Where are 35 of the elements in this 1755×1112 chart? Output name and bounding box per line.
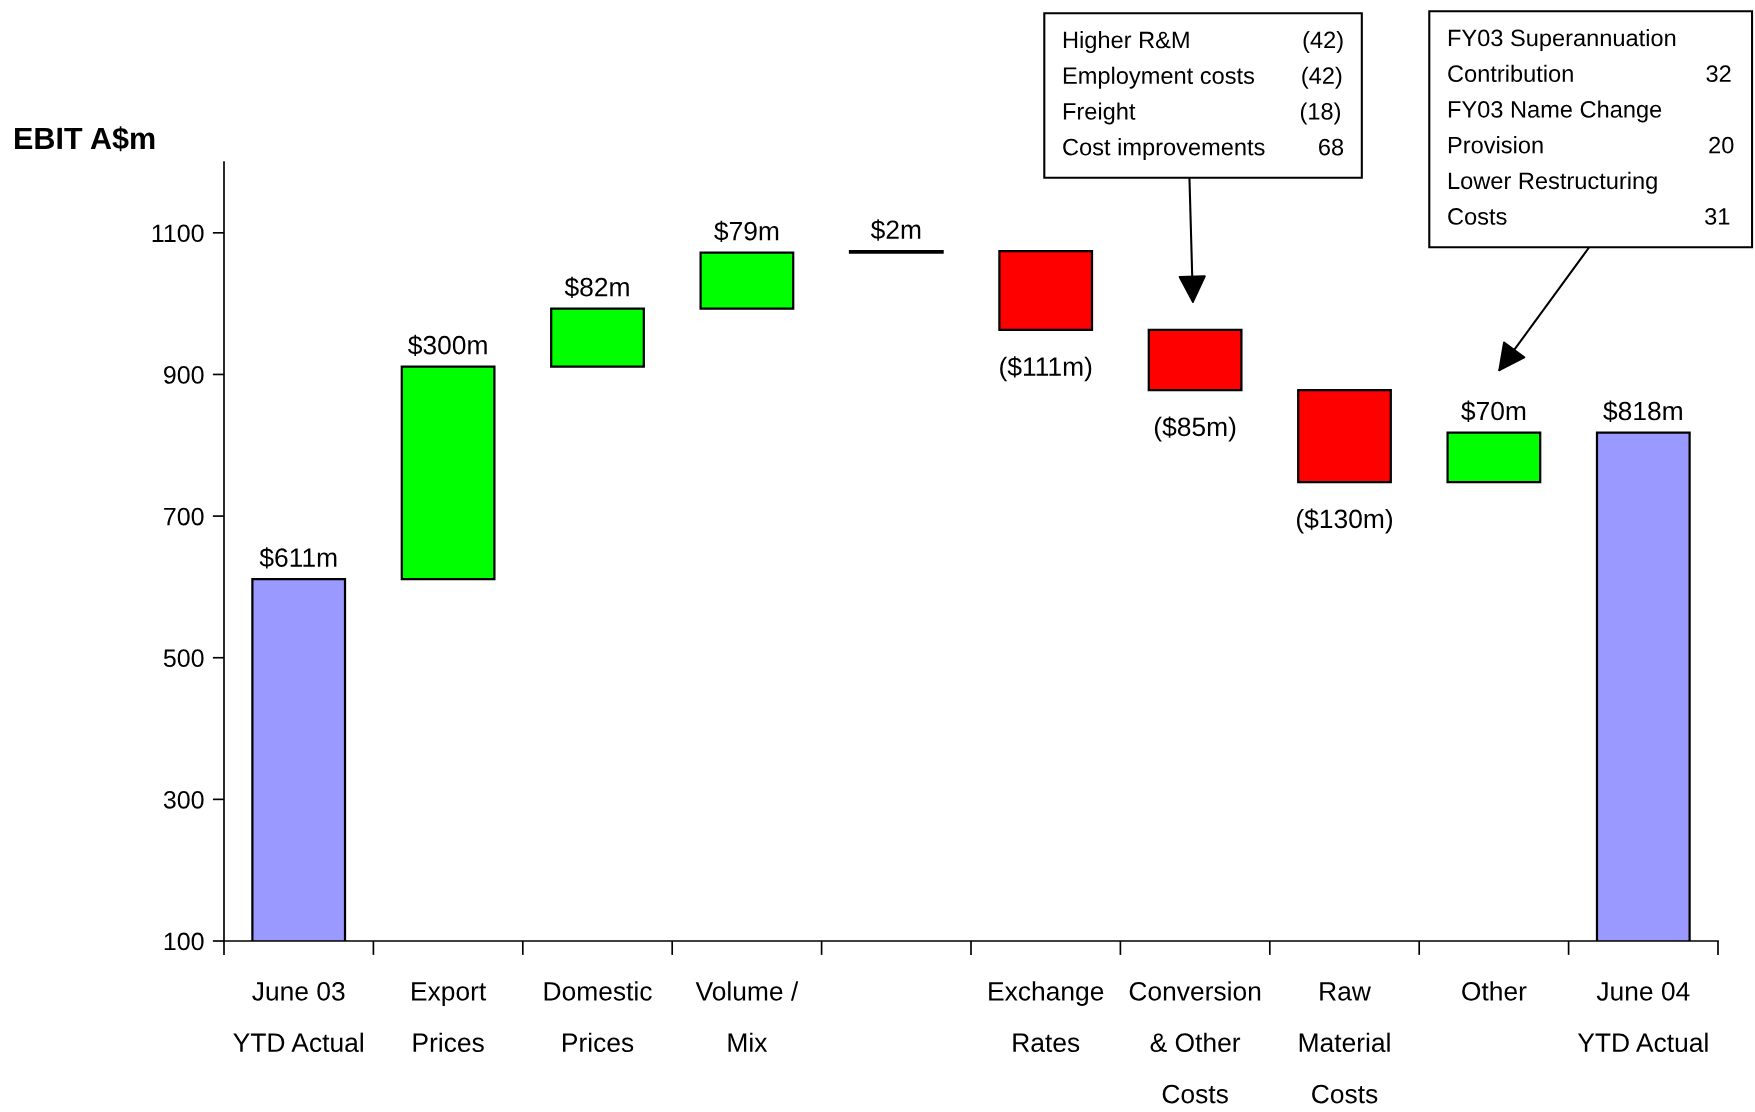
- y-tick-label: 300: [163, 790, 204, 809]
- y-tick-label: 900: [164, 366, 204, 384]
- data-label: $818m: [1603, 400, 1682, 422]
- x-tick-label: Other: [1462, 981, 1527, 1001]
- category-label: Domestic Prices: [544, 981, 652, 1053]
- y-tick-label: 700: [164, 507, 204, 526]
- bar: [1147, 328, 1243, 392]
- x-tick-label: Exchange Rates: [989, 981, 1104, 1053]
- bar: [550, 307, 645, 368]
- bar: [400, 365, 496, 581]
- data-label: $300m: [408, 334, 487, 357]
- category-label: Raw Material Costs: [1299, 982, 1390, 1104]
- data-label: $82m: [564, 276, 629, 298]
- category-label: June 04 YTD Actual: [1577, 981, 1708, 1053]
- data-label: ($85m): [1154, 416, 1236, 442]
- data-label: $79m: [714, 220, 779, 243]
- data-label: $611m: [259, 547, 337, 569]
- annotation: FY03 Superannuation Contribution 32 FY03 Name Change Provision 20 Lower Restructuring Costs 31: [1448, 29, 1734, 225]
- bar: [1297, 388, 1392, 484]
- bar: [998, 250, 1094, 331]
- y-tick-label: 100: [164, 932, 204, 951]
- category-label: Conversion & Other Costs: [1129, 981, 1261, 1104]
- data-label: ($111m): [1000, 356, 1092, 382]
- data-label: $2m: [870, 219, 921, 241]
- data-label: ($130m): [1297, 508, 1392, 534]
- x-tick-label: Export Prices: [412, 982, 487, 1053]
- text: Higher R&M (42) Employment costs (42) Freight (18) Cost improvements 68: [1063, 31, 1344, 161]
- y-tick-label: 1100: [152, 224, 204, 243]
- data-label: $70m: [1461, 400, 1526, 422]
- bar: [1446, 431, 1542, 484]
- bar: [699, 251, 795, 310]
- category-label: June 03 YTD Actual: [233, 981, 363, 1053]
- category-label: Volume / Mix: [695, 981, 799, 1052]
- y-axis-title: EBIT A$m: [15, 126, 155, 152]
- y-tick-label: 500: [163, 649, 204, 668]
